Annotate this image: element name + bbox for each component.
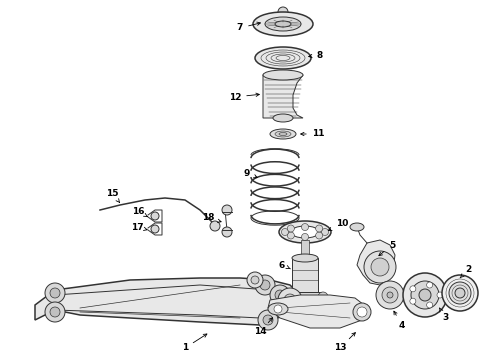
Text: 18: 18 <box>202 213 221 222</box>
Circle shape <box>274 305 282 313</box>
Circle shape <box>301 224 309 230</box>
Ellipse shape <box>275 21 291 27</box>
Circle shape <box>419 289 431 301</box>
Circle shape <box>258 310 278 330</box>
Polygon shape <box>263 75 303 118</box>
Text: 15: 15 <box>106 189 120 203</box>
Polygon shape <box>287 292 323 302</box>
Circle shape <box>287 225 294 232</box>
Ellipse shape <box>270 129 296 139</box>
Circle shape <box>284 294 296 306</box>
Circle shape <box>371 258 389 276</box>
Circle shape <box>222 205 232 215</box>
Circle shape <box>382 287 398 303</box>
Ellipse shape <box>268 303 288 315</box>
Circle shape <box>427 302 433 308</box>
Text: 6: 6 <box>279 261 291 270</box>
Circle shape <box>410 286 416 292</box>
Text: 1: 1 <box>182 334 207 352</box>
Circle shape <box>222 227 232 237</box>
Circle shape <box>278 288 302 312</box>
Text: 11: 11 <box>301 130 324 139</box>
Ellipse shape <box>279 132 287 135</box>
Circle shape <box>210 221 220 231</box>
Circle shape <box>318 292 328 302</box>
Circle shape <box>357 307 367 317</box>
Circle shape <box>50 307 60 317</box>
Ellipse shape <box>275 13 291 21</box>
Circle shape <box>376 281 404 309</box>
Circle shape <box>449 282 471 304</box>
Circle shape <box>353 303 371 321</box>
Polygon shape <box>301 240 309 258</box>
Ellipse shape <box>350 223 364 231</box>
Circle shape <box>281 229 289 235</box>
Circle shape <box>301 233 309 240</box>
Text: 3: 3 <box>440 308 448 323</box>
Circle shape <box>403 273 447 317</box>
Ellipse shape <box>291 226 319 238</box>
Circle shape <box>411 281 439 309</box>
Text: 12: 12 <box>229 93 259 102</box>
Circle shape <box>247 272 263 288</box>
Text: 8: 8 <box>309 50 323 59</box>
Text: 4: 4 <box>394 311 405 329</box>
Circle shape <box>387 292 393 298</box>
Circle shape <box>427 282 433 288</box>
Circle shape <box>50 288 60 298</box>
Circle shape <box>270 285 290 305</box>
Circle shape <box>321 229 328 235</box>
Ellipse shape <box>255 47 311 69</box>
Circle shape <box>282 292 292 302</box>
Text: 7: 7 <box>237 22 260 32</box>
Text: 17: 17 <box>131 222 147 231</box>
Ellipse shape <box>263 70 303 80</box>
Circle shape <box>151 212 159 220</box>
Circle shape <box>455 288 465 298</box>
Text: 14: 14 <box>254 318 272 337</box>
Circle shape <box>45 302 65 322</box>
Circle shape <box>260 280 270 290</box>
Ellipse shape <box>275 131 291 137</box>
Text: 9: 9 <box>244 168 257 178</box>
Circle shape <box>316 225 322 232</box>
Circle shape <box>45 283 65 303</box>
Ellipse shape <box>279 221 331 243</box>
Circle shape <box>442 275 478 311</box>
Circle shape <box>251 276 259 284</box>
Text: 16: 16 <box>132 207 147 217</box>
Ellipse shape <box>265 17 301 31</box>
Circle shape <box>278 7 288 17</box>
Text: 5: 5 <box>379 240 395 256</box>
Circle shape <box>316 232 322 239</box>
Ellipse shape <box>273 114 293 122</box>
Text: 2: 2 <box>460 266 471 278</box>
Polygon shape <box>35 278 300 325</box>
Circle shape <box>151 225 159 233</box>
Circle shape <box>410 298 416 304</box>
Ellipse shape <box>253 12 313 36</box>
Ellipse shape <box>292 254 318 262</box>
Text: 10: 10 <box>328 220 348 230</box>
Polygon shape <box>292 258 318 292</box>
Circle shape <box>287 232 294 239</box>
Text: 13: 13 <box>334 333 355 352</box>
Circle shape <box>364 251 396 283</box>
Polygon shape <box>357 240 395 285</box>
Circle shape <box>255 275 275 295</box>
Circle shape <box>275 290 285 300</box>
Polygon shape <box>268 295 368 328</box>
Circle shape <box>263 315 273 325</box>
Circle shape <box>437 292 443 298</box>
